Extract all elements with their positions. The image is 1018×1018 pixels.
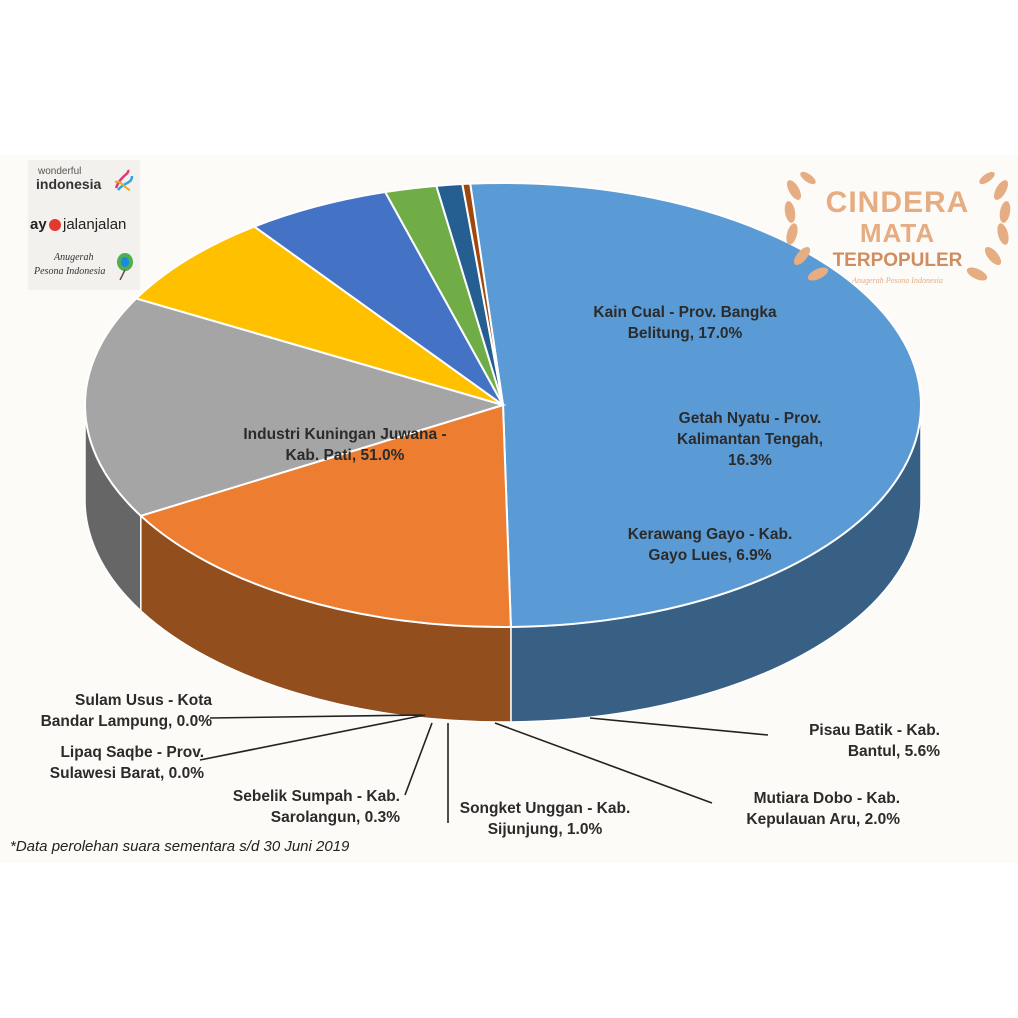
label-gayo: Kerawang Gayo - Kab. Gayo Lues, 6.9% [627,526,793,564]
ayo-logo-b: jalanjalan [63,216,127,233]
label-songket: Songket Unggan - Kab. Sijunjung, 1.0% [459,800,631,838]
cindera-mata-badge: CINDERA MATA TERPOPULER Anugerah Pesona … [780,160,1015,300]
label-batik: Pisau Batik - Kab. Bantul, 5.6% [809,722,940,760]
pie-slice-3 [134,225,504,406]
wonderful-swirl-icon [112,168,134,194]
pie-slice-9 [469,183,504,406]
pie-slice-2 [84,297,507,517]
wonderful-small-text: wonderful [38,166,82,177]
badge-line-4: Anugerah Pesona Indonesia [852,276,943,285]
leader-batik [589,717,769,736]
label-sulam: Sulam Usus - Kota Bandar Lampung, 0.0% [40,692,212,730]
label-juwana: Industri Kuningan Juwana - Kab. Pati, 51.… [243,426,447,464]
footnote: *Data perolehan suara sementara s/d 30 J… [10,838,350,855]
badge-line-1: CINDERA [825,186,970,219]
pie-slice-0 [469,182,922,628]
label-lipaq: Lipaq Saqbe - Prov. Sulawesi Barat, 0.0% [49,744,204,782]
badge-line-3: TERPOPULER [832,250,963,271]
pie-slice-1 [138,403,512,628]
anugerah-logo-1: Anugerah [54,252,94,263]
badge-line-2: MATA [859,218,936,248]
label-nyatu: Getah Nyatu - Prov. Kalimantan Tengah, 16.… [676,410,824,469]
pie-top-faces [84,182,922,628]
leader-sulam [209,714,423,719]
anugerah-logo-2: Pesona Indonesia [34,266,106,277]
label-cual: Kain Cual - Prov. Bangka Belitung, 17.0% [593,304,777,342]
leader-sebelik [404,722,433,796]
peacock-feather-icon [114,252,136,281]
ayo-logo-a: ay [30,216,47,233]
label-dobo: Mutiara Dobo - Kab. Kepulauan Aru, 2.0% [746,790,900,828]
leader-dobo [494,722,713,804]
label-sebelik: Sebelik Sumpah - Kab. Sarolangun, 0.3% [232,788,400,826]
pie-chart [84,182,922,823]
logo-panel: wonderful indonesia ay jalanjalan Anuger… [28,160,140,290]
laurel-wreath-icon [784,171,1011,281]
leader-lipaq [199,714,426,761]
ayo-heart-icon [49,219,61,231]
wonderful-indonesia-logo: indonesia [36,176,102,192]
pie-slice-4 [252,190,504,406]
chart-canvas [0,155,1018,863]
pie-slice-7 [461,182,504,406]
